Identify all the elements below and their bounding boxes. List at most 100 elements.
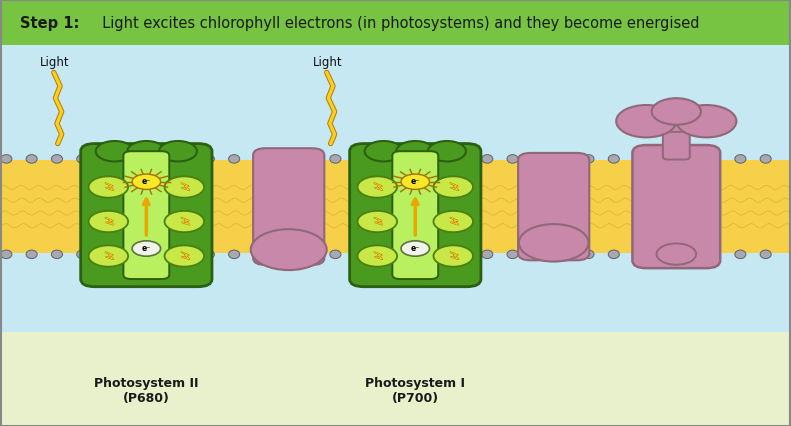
Circle shape <box>401 174 430 190</box>
Ellipse shape <box>102 155 113 163</box>
Ellipse shape <box>659 250 670 259</box>
Ellipse shape <box>279 250 290 259</box>
Ellipse shape <box>279 155 290 163</box>
Ellipse shape <box>330 250 341 259</box>
Text: Light excites chlorophyll electrons (in photosystems) and they become energised: Light excites chlorophyll electrons (in … <box>93 15 700 31</box>
Circle shape <box>396 141 434 161</box>
Ellipse shape <box>456 155 467 163</box>
Ellipse shape <box>330 155 341 163</box>
Circle shape <box>251 229 327 270</box>
Ellipse shape <box>1 250 12 259</box>
FancyBboxPatch shape <box>663 127 690 160</box>
Ellipse shape <box>735 250 746 259</box>
Circle shape <box>519 224 589 262</box>
Ellipse shape <box>127 155 138 163</box>
Ellipse shape <box>684 250 695 259</box>
Ellipse shape <box>608 155 619 163</box>
Ellipse shape <box>684 155 695 163</box>
Ellipse shape <box>102 250 113 259</box>
Ellipse shape <box>659 155 670 163</box>
Ellipse shape <box>178 155 189 163</box>
FancyBboxPatch shape <box>633 145 721 268</box>
Ellipse shape <box>532 155 543 163</box>
Ellipse shape <box>229 250 240 259</box>
Ellipse shape <box>406 155 417 163</box>
Circle shape <box>433 211 473 232</box>
Circle shape <box>132 241 161 256</box>
Ellipse shape <box>482 155 493 163</box>
Ellipse shape <box>51 155 62 163</box>
Ellipse shape <box>558 155 569 163</box>
Circle shape <box>165 245 204 267</box>
Text: Light: Light <box>312 56 342 69</box>
Circle shape <box>96 141 134 161</box>
Circle shape <box>616 105 676 138</box>
Ellipse shape <box>355 155 366 163</box>
Ellipse shape <box>456 250 467 259</box>
FancyBboxPatch shape <box>0 160 791 253</box>
Polygon shape <box>0 332 791 426</box>
Ellipse shape <box>305 250 316 259</box>
FancyBboxPatch shape <box>81 144 212 287</box>
Ellipse shape <box>482 250 493 259</box>
Ellipse shape <box>77 250 88 259</box>
Ellipse shape <box>254 155 265 163</box>
Ellipse shape <box>532 250 543 259</box>
Circle shape <box>165 176 204 198</box>
Ellipse shape <box>710 250 721 259</box>
Ellipse shape <box>583 155 594 163</box>
Ellipse shape <box>710 155 721 163</box>
Ellipse shape <box>380 250 392 259</box>
Circle shape <box>401 241 430 256</box>
Ellipse shape <box>127 250 138 259</box>
Text: e⁻: e⁻ <box>411 244 420 253</box>
Ellipse shape <box>380 155 392 163</box>
Circle shape <box>657 243 696 265</box>
Ellipse shape <box>760 155 771 163</box>
Text: e⁻: e⁻ <box>142 244 151 253</box>
Ellipse shape <box>254 250 265 259</box>
Circle shape <box>132 174 161 190</box>
FancyBboxPatch shape <box>123 151 169 279</box>
Ellipse shape <box>153 250 164 259</box>
Ellipse shape <box>507 155 518 163</box>
Circle shape <box>676 105 736 138</box>
Text: Photosystem II
(P680): Photosystem II (P680) <box>94 377 199 405</box>
Ellipse shape <box>51 250 62 259</box>
FancyBboxPatch shape <box>518 153 589 260</box>
Ellipse shape <box>305 155 316 163</box>
FancyBboxPatch shape <box>253 148 324 265</box>
Ellipse shape <box>583 250 594 259</box>
Ellipse shape <box>203 155 214 163</box>
Ellipse shape <box>178 250 189 259</box>
Ellipse shape <box>406 250 417 259</box>
Text: Light: Light <box>40 56 69 69</box>
Circle shape <box>365 141 403 161</box>
Circle shape <box>159 141 197 161</box>
Ellipse shape <box>634 250 645 259</box>
Circle shape <box>358 176 397 198</box>
Ellipse shape <box>77 155 88 163</box>
Circle shape <box>127 141 165 161</box>
Circle shape <box>652 98 701 125</box>
Ellipse shape <box>634 155 645 163</box>
Circle shape <box>89 245 128 267</box>
Ellipse shape <box>355 250 366 259</box>
Ellipse shape <box>558 250 569 259</box>
Circle shape <box>89 211 128 232</box>
Circle shape <box>433 176 473 198</box>
Circle shape <box>358 245 397 267</box>
Ellipse shape <box>1 155 12 163</box>
Ellipse shape <box>608 250 619 259</box>
Ellipse shape <box>507 250 518 259</box>
Ellipse shape <box>431 250 442 259</box>
Circle shape <box>89 176 128 198</box>
Circle shape <box>358 211 397 232</box>
FancyBboxPatch shape <box>634 117 719 132</box>
FancyBboxPatch shape <box>392 151 438 279</box>
Ellipse shape <box>431 155 442 163</box>
Ellipse shape <box>153 155 164 163</box>
Text: Step 1:: Step 1: <box>20 15 79 31</box>
Ellipse shape <box>203 250 214 259</box>
Ellipse shape <box>26 250 37 259</box>
